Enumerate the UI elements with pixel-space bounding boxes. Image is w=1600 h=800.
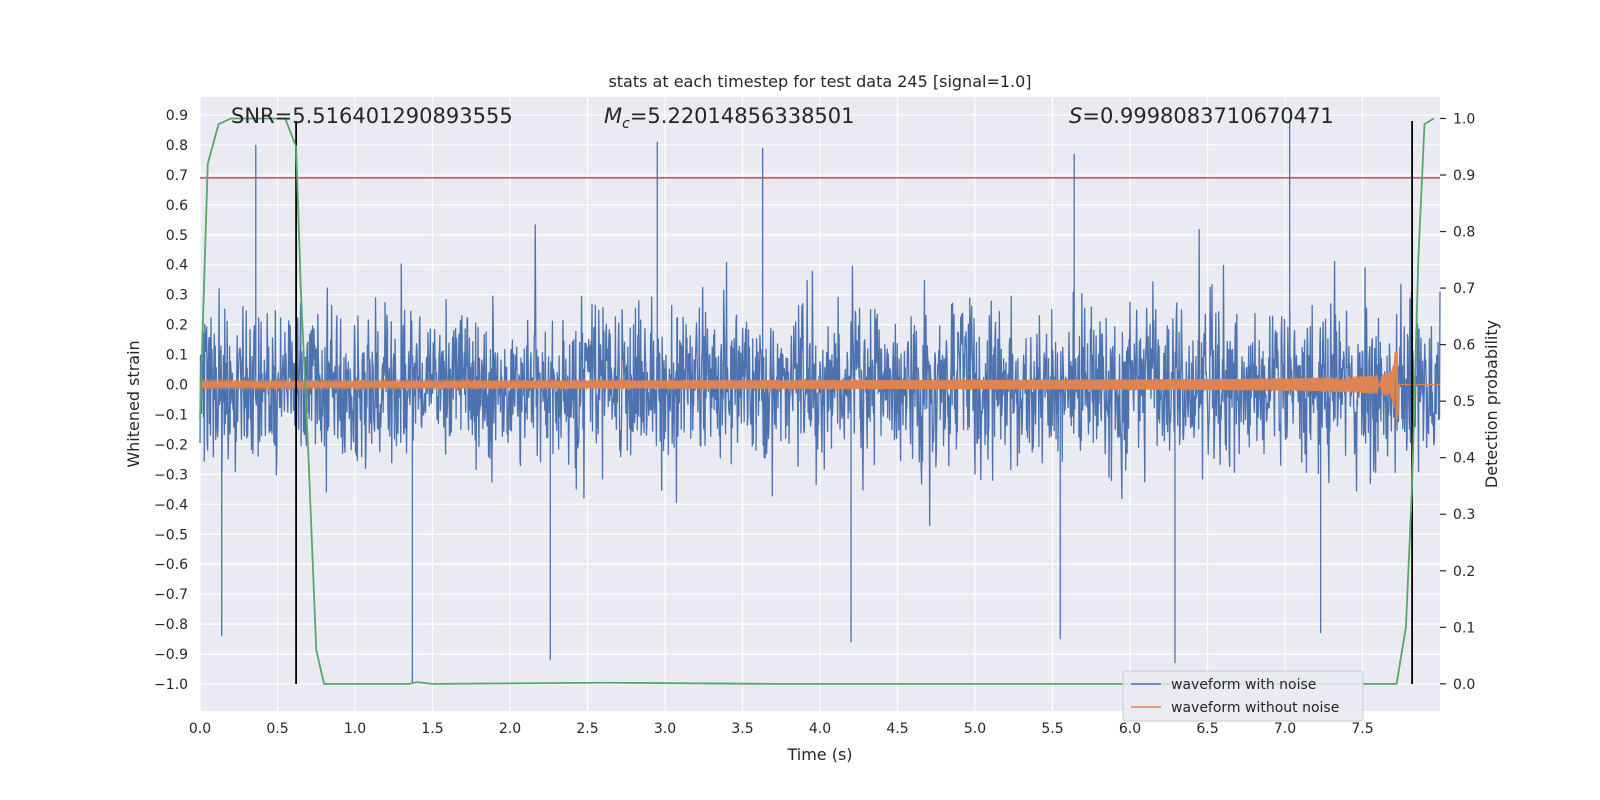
y-tick-label: −0.3 <box>154 467 188 483</box>
y-tick-label: −0.2 <box>154 437 188 453</box>
y-tick-label: −0.1 <box>154 407 188 423</box>
y2-tick-label: 0.2 <box>1453 564 1475 580</box>
y-tick-label: −0.9 <box>154 647 188 663</box>
mc-value: =5.22014856338501 <box>630 104 855 128</box>
x-tick-label: 2.5 <box>576 721 598 737</box>
x-tick-label: 4.0 <box>809 721 831 737</box>
y-tick-label: 0.1 <box>166 348 188 364</box>
s-annotation: S=0.9998083710670471 <box>1069 104 1334 128</box>
y-tick-label: −0.4 <box>154 497 188 513</box>
y2-tick-label: 0.6 <box>1453 338 1475 354</box>
x-tick-label: 7.0 <box>1274 721 1296 737</box>
series-detection-probability <box>199 117 1435 685</box>
legend-box <box>1122 670 1364 722</box>
y-tick-label: −0.5 <box>154 527 188 543</box>
y2-tick-label: 0.8 <box>1453 225 1475 241</box>
x-tick-label: 5.5 <box>1041 721 1063 737</box>
y2-tick-label: 0.1 <box>1453 620 1475 636</box>
x-tick-label: 3.5 <box>731 721 753 737</box>
x-tick-label: 4.5 <box>886 721 908 737</box>
series-waveform-without-noise <box>199 351 1440 420</box>
x-tick-label: 7.5 <box>1351 721 1373 737</box>
y-tick-label: −0.8 <box>154 617 188 633</box>
y2-axis-label: Detection probability <box>1482 320 1501 488</box>
y-tick-label: 0.9 <box>166 108 188 124</box>
y-tick-label: 0.6 <box>166 198 188 214</box>
x-tick-label: 6.5 <box>1196 721 1218 737</box>
legend-label-noise: waveform with noise <box>1171 677 1316 693</box>
x-tick-label: 6.0 <box>1119 721 1141 737</box>
x-tick-label: 2.0 <box>499 721 521 737</box>
y-tick-label: −0.7 <box>154 587 188 603</box>
y2-tick-label: 0.7 <box>1453 281 1475 297</box>
x-tick-label: 1.5 <box>421 721 443 737</box>
x-tick-label: 0.5 <box>266 721 288 737</box>
mc-symbol: M <box>604 104 622 128</box>
snr-annotation: SNR=5.516401290893555 <box>231 104 513 128</box>
y-axis-label: Whitened strain <box>124 340 143 467</box>
y2-tick-label: 0.5 <box>1453 394 1475 410</box>
y2-tick-label: 0.3 <box>1453 507 1475 523</box>
legend: waveform with noise waveform without noi… <box>1122 670 1364 722</box>
x-tick-label: 3.0 <box>654 721 676 737</box>
y2-tick-label: 0.9 <box>1453 168 1475 184</box>
y-tick-label: 0.5 <box>166 228 188 244</box>
s-value: =0.9998083710670471 <box>1082 104 1333 128</box>
y-tick-label: 0.0 <box>166 378 188 394</box>
y-tick-label: 0.8 <box>166 138 188 154</box>
plot-area <box>199 117 1441 685</box>
legend-label-clean: waveform without noise <box>1171 700 1339 716</box>
x-axis-label: Time (s) <box>786 745 852 764</box>
mc-subscript: c <box>622 116 630 132</box>
x-tick-label: 5.0 <box>964 721 986 737</box>
y2-tick-label: 0.4 <box>1453 451 1475 467</box>
chart-title: stats at each timestep for test data 245… <box>608 72 1031 91</box>
y-tick-label: 0.7 <box>166 168 188 184</box>
y-tick-label: 0.4 <box>166 258 188 274</box>
y2-tick-label: 1.0 <box>1453 111 1475 127</box>
y-tick-label: 0.3 <box>166 288 188 304</box>
y-tick-label: −0.6 <box>154 557 188 573</box>
y-tick-label: 0.2 <box>166 318 188 334</box>
x-tick-label: 0.0 <box>189 721 211 737</box>
y2-tick-label: 0.0 <box>1453 677 1475 693</box>
x-tick-label: 1.0 <box>344 721 366 737</box>
y-tick-label: −1.0 <box>154 677 188 693</box>
series-waveform-with-noise <box>199 120 1441 685</box>
s-symbol: S <box>1069 104 1082 128</box>
axes: 0.0 0.5 1.0 1.5 2.0 2.5 3.0 3.5 4.0 4.5 5.0 5.5 6.0 6… <box>154 108 1475 737</box>
mc-annotation: Mc=5.22014856338501 <box>604 104 855 132</box>
